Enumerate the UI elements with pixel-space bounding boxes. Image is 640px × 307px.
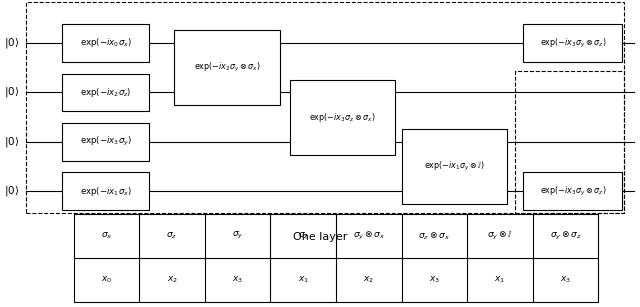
Text: $\sigma_x$: $\sigma_x$ [100,231,112,241]
Text: $|0\rangle$: $|0\rangle$ [4,85,19,99]
Text: $\exp(-ix_3\sigma_y \otimes \sigma_z)$: $\exp(-ix_3\sigma_y \otimes \sigma_z)$ [540,185,606,198]
Text: $x_1$: $x_1$ [298,275,308,285]
Bar [524,173,623,210]
Text: $\sigma_y \otimes \mathbb{I}$: $\sigma_y \otimes \mathbb{I}$ [487,230,513,242]
Bar [63,173,149,210]
Text: $|0\rangle$: $|0\rangle$ [4,36,19,50]
Text: $\exp(-ix_1\sigma_y \otimes \mathbb{I})$: $\exp(-ix_1\sigma_y \otimes \mathbb{I})$ [424,160,484,173]
Text: $\exp(-ix_0\sigma_x)$: $\exp(-ix_0\sigma_x)$ [79,37,132,49]
Text: $\sigma_z$: $\sigma_z$ [298,231,308,241]
Text: $\exp(-ix_2\sigma_y \otimes \sigma_x)$: $\exp(-ix_2\sigma_y \otimes \sigma_x)$ [194,61,260,74]
Text: $\sigma_z \otimes \sigma_x$: $\sigma_z \otimes \sigma_x$ [419,230,451,242]
Text: $\exp(-ix_1\sigma_x)$: $\exp(-ix_1\sigma_x)$ [79,185,132,198]
Text: $x_2$: $x_2$ [364,275,374,285]
Text: $|0\rangle$: $|0\rangle$ [4,135,19,149]
Bar [174,30,280,105]
Text: $x_3$: $x_3$ [560,275,571,285]
Bar [402,129,507,204]
Text: One layer: One layer [293,232,347,242]
Text: $\exp(-ix_3\sigma_y \otimes \sigma_z)$: $\exp(-ix_3\sigma_y \otimes \sigma_z)$ [540,37,606,49]
Bar [63,74,149,111]
Text: $\sigma_y$: $\sigma_y$ [232,230,243,241]
Text: $x_3$: $x_3$ [429,275,440,285]
Text: $\exp(-ix_3\sigma_y)$: $\exp(-ix_3\sigma_y)$ [79,135,132,148]
Bar [290,80,396,155]
Text: $x_1$: $x_1$ [495,275,506,285]
Text: $x_2$: $x_2$ [166,275,177,285]
Text: $\exp(-ix_2\sigma_z)$: $\exp(-ix_2\sigma_z)$ [80,86,131,99]
Text: $|0\rangle$: $|0\rangle$ [4,184,19,198]
Bar [63,24,149,62]
Text: $\exp(-ix_3\sigma_z \otimes \sigma_x)$: $\exp(-ix_3\sigma_z \otimes \sigma_x)$ [309,111,376,124]
Bar [63,123,149,161]
Text: $\sigma_y \otimes \sigma_x$: $\sigma_y \otimes \sigma_x$ [353,230,385,242]
Bar [524,24,623,62]
Text: $x_3$: $x_3$ [232,275,243,285]
Text: $\sigma_y \otimes \sigma_z$: $\sigma_y \otimes \sigma_z$ [550,230,582,242]
Text: $\sigma_z$: $\sigma_z$ [166,231,177,241]
Text: $x_0$: $x_0$ [101,275,112,285]
